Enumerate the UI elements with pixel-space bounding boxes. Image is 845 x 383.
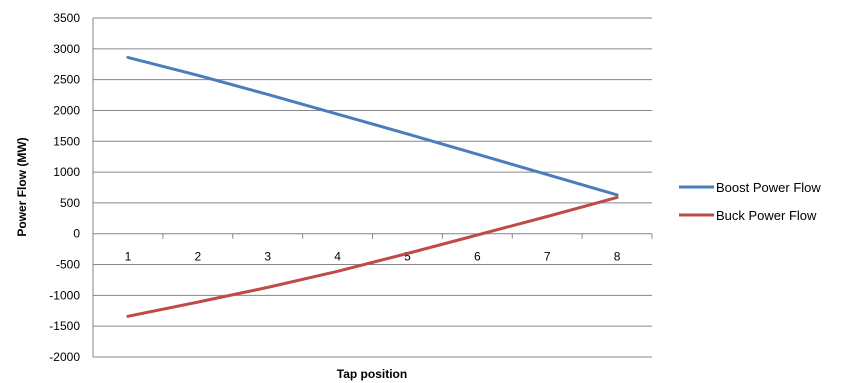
y-tick-label: -1500 xyxy=(49,319,80,333)
x-tick-label: 6 xyxy=(474,250,481,264)
y-axis-tick-labels: 3500 3000 2500 2000 1500 1000 500 0 -500 -1000 -15… xyxy=(49,11,80,364)
x-tick-label: 5 xyxy=(404,250,411,264)
y-tick-label: -2000 xyxy=(49,350,80,364)
x-axis: 1 2 3 4 5 6 7 8 xyxy=(92,233,653,264)
y-tick-label: 1000 xyxy=(53,165,80,179)
y-tick-label: 0 xyxy=(73,227,80,241)
y-tick-label: 2500 xyxy=(53,73,80,87)
y-tick-label: 3500 xyxy=(53,11,80,25)
y-axis-title: Power Flow (MW) xyxy=(15,137,29,236)
y-tick-label: 1500 xyxy=(53,134,80,148)
legend-label: Buck Power Flow xyxy=(716,208,817,223)
y-tick-label: 2000 xyxy=(53,103,80,117)
series-line-1 xyxy=(126,195,619,318)
x-tick-label: 8 xyxy=(614,250,621,264)
y-tick-label: -1000 xyxy=(49,288,80,302)
y-tick-label: -500 xyxy=(56,258,80,272)
x-tick-label: 3 xyxy=(264,250,271,264)
y-tick-label: 3000 xyxy=(53,42,80,56)
y-tick-label: 500 xyxy=(60,196,80,210)
x-tick-label: 2 xyxy=(194,250,201,264)
x-tick-label: 1 xyxy=(125,250,132,264)
series-line-0 xyxy=(126,55,619,197)
x-tick-label: 4 xyxy=(334,250,341,264)
x-tick-label: 7 xyxy=(544,250,551,264)
gridlines xyxy=(93,17,652,358)
x-axis-title: Tap position xyxy=(337,367,407,381)
series-lines xyxy=(126,55,619,318)
legend: Boost Power Flow Buck Power Flow xyxy=(679,180,821,223)
legend-label: Boost Power Flow xyxy=(716,180,821,195)
